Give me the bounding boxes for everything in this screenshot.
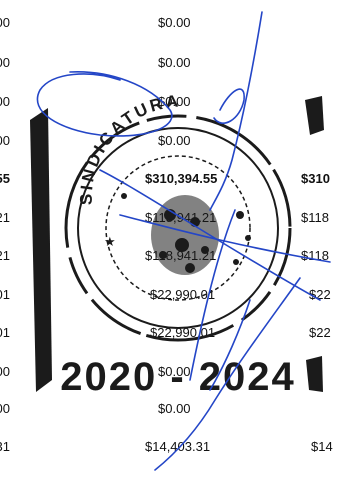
row-6-mid: $118,941.21 [145, 248, 217, 263]
row-5-right: $118 [301, 210, 329, 225]
row-5-left: 21 [0, 210, 10, 225]
row-7-left: 01 [0, 287, 10, 302]
row-2-left: 00 [0, 94, 10, 109]
row-6-left: 21 [0, 248, 10, 263]
row-2-mid: $0.00 [158, 94, 191, 109]
row-11-right: $14 [311, 439, 333, 454]
row-5-mid: $118,941.21 [145, 210, 217, 225]
row-1-mid: $0.00 [158, 55, 191, 70]
row-8-right: $22 [309, 325, 331, 340]
row-9-mid: $0.00 [158, 364, 191, 379]
row-0-left: 00 [0, 15, 10, 30]
row-8-left: 01 [0, 325, 10, 340]
row-0-mid: $0.00 [158, 15, 191, 30]
row-1-left: 00 [0, 55, 10, 70]
row-7-right: $22 [309, 287, 331, 302]
row-3-mid: $0.00 [158, 133, 191, 148]
row-4-right: $310 [301, 171, 330, 186]
row-10-left: 00 [0, 401, 10, 416]
row-3-left: 00 [0, 133, 10, 148]
row-4-left: 55 [0, 171, 10, 186]
row-11-mid: $14,403.31 [145, 439, 211, 454]
row-10-mid: $0.00 [158, 401, 191, 416]
row-9-left: 00 [0, 364, 10, 379]
row-11-left: 31 [0, 439, 10, 454]
row-7-mid: $22,990.01 [150, 287, 216, 302]
row-6-right: $118 [301, 248, 329, 263]
row-8-mid: $22,990.01 [150, 325, 216, 340]
row-4-mid: $310,394.55 [145, 171, 218, 186]
